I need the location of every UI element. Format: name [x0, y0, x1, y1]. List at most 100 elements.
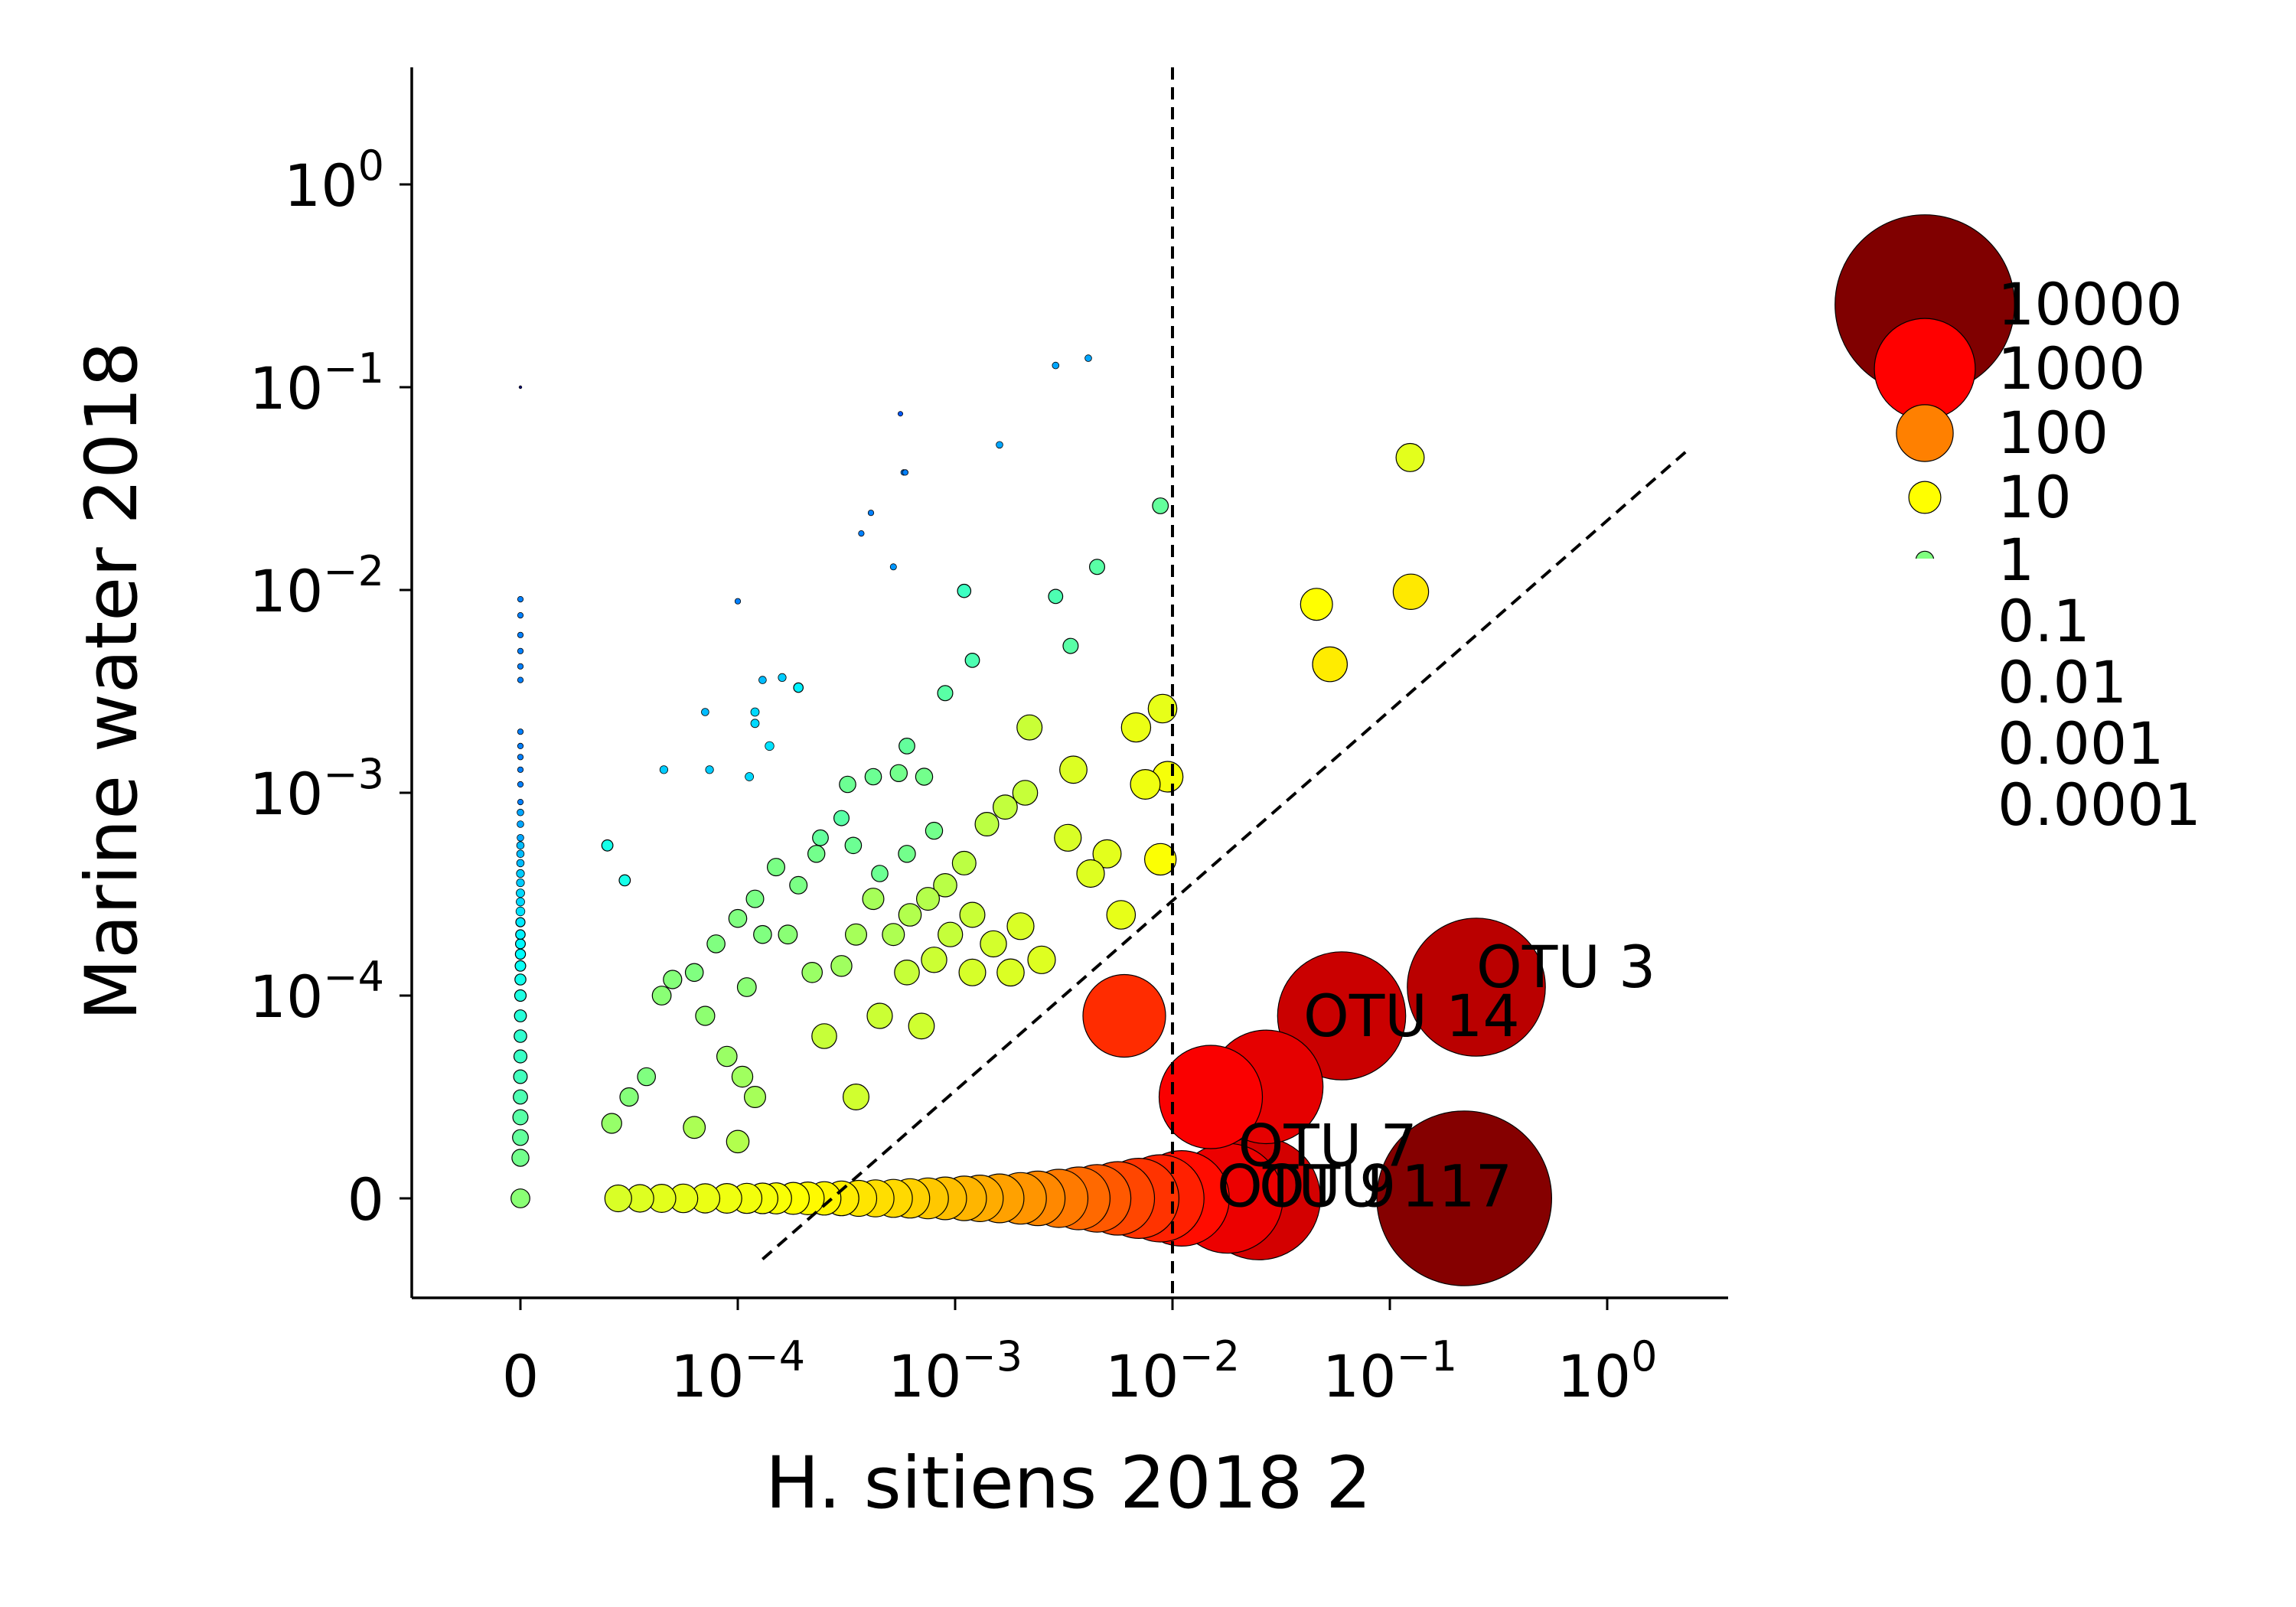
- x-tick-label: 10−2: [1105, 1332, 1240, 1410]
- data-point: [833, 810, 850, 826]
- data-point: [619, 1087, 639, 1107]
- data-point: [789, 875, 808, 895]
- data-point: [1076, 859, 1105, 888]
- legend-marker: [1874, 318, 1976, 420]
- data-point: [996, 958, 1025, 987]
- data-point: [915, 887, 940, 911]
- data-point: [1120, 712, 1152, 743]
- axes: [410, 67, 1728, 1299]
- data-point: [726, 1129, 750, 1154]
- data-point: [1054, 823, 1082, 852]
- data-point: [705, 765, 714, 774]
- data-point: [898, 411, 904, 417]
- data-point: [898, 903, 922, 927]
- data-point: [1130, 768, 1161, 800]
- data-point: [862, 888, 885, 911]
- data-point: [706, 934, 726, 953]
- otu-label: OTU 3: [1476, 933, 1655, 1001]
- data-point: [516, 878, 525, 888]
- data-point: [1395, 442, 1425, 472]
- data-point: [516, 888, 525, 898]
- data-point: [898, 845, 916, 863]
- data-point: [637, 1067, 656, 1087]
- data-point: [517, 631, 524, 638]
- data-point: [1012, 780, 1039, 806]
- data-point: [516, 859, 525, 868]
- data-point: [1062, 637, 1079, 654]
- data-point: [758, 676, 767, 684]
- legend-label: 10000: [1998, 270, 2183, 338]
- data-point: [871, 865, 889, 882]
- legend-marker: [1922, 680, 1927, 685]
- otu-label: OTU 14: [1303, 982, 1520, 1050]
- data-point: [513, 1069, 528, 1084]
- data-point: [517, 742, 524, 750]
- data-point: [921, 947, 947, 973]
- data-point: [750, 707, 760, 717]
- data-point: [601, 839, 614, 852]
- data-point: [512, 1109, 529, 1126]
- data-point: [510, 1188, 530, 1208]
- data-point: [1082, 973, 1166, 1058]
- data-point: [765, 741, 775, 751]
- y-tick-label: 10−1: [249, 344, 384, 422]
- x-tick-label: 10−3: [888, 1332, 1022, 1410]
- data-point: [811, 1023, 837, 1049]
- data-point: [517, 799, 524, 806]
- data-point: [980, 930, 1007, 958]
- legend-marker: [1923, 804, 1926, 807]
- y-tick-label: 100: [284, 142, 384, 220]
- data-point: [778, 924, 798, 945]
- data-point: [659, 765, 669, 774]
- data-point: [1088, 559, 1105, 575]
- data-point: [801, 962, 823, 983]
- data-point: [959, 901, 986, 928]
- legend-label: 1: [1998, 526, 2034, 594]
- data-point: [517, 663, 524, 670]
- data-point: [517, 754, 524, 761]
- data-point: [793, 682, 804, 693]
- x-tick-label: 100: [1557, 1332, 1657, 1410]
- data-points: [510, 354, 1552, 1286]
- data-point: [731, 1065, 754, 1088]
- data-point: [1147, 693, 1178, 724]
- data-point: [515, 917, 526, 927]
- legend-markers: [1835, 214, 2015, 807]
- data-point: [844, 923, 867, 946]
- otu-label: OTU 7: [1238, 1112, 1417, 1180]
- data-point: [514, 973, 527, 986]
- data-point: [514, 938, 526, 950]
- data-point: [513, 1049, 528, 1064]
- data-point: [1277, 951, 1407, 1081]
- x-tick-label: 10−1: [1322, 1332, 1457, 1410]
- data-point: [1407, 918, 1546, 1057]
- data-point: [951, 850, 977, 875]
- x-ticks: 0 10−4 10−3 10−2 10−1 100: [502, 1298, 1658, 1410]
- data-point: [1143, 843, 1177, 876]
- legend-label: 0.1: [1998, 587, 2090, 655]
- data-point: [1052, 361, 1060, 370]
- data-point: [958, 958, 987, 986]
- data-point: [1392, 573, 1430, 611]
- legend-label: 100: [1998, 399, 2108, 467]
- data-point: [515, 929, 526, 940]
- data-point: [734, 598, 742, 605]
- data-point: [518, 385, 523, 390]
- data-point: [894, 960, 920, 986]
- legend-label: 0.01: [1998, 648, 2127, 716]
- data-point: [651, 986, 672, 1006]
- data-point: [736, 977, 757, 997]
- data-point: [1312, 646, 1349, 683]
- data-point: [517, 676, 524, 683]
- legend-marker: [1896, 404, 1954, 462]
- data-point: [889, 764, 908, 783]
- data-point: [745, 889, 765, 908]
- data-point: [516, 841, 525, 850]
- diagonal-dashed-line: [762, 447, 1691, 1261]
- legend-marker: [1923, 742, 1926, 745]
- data-point: [695, 1006, 716, 1026]
- x-tick-label: 10−4: [670, 1332, 805, 1410]
- data-point: [517, 595, 524, 603]
- data-point: [618, 874, 631, 887]
